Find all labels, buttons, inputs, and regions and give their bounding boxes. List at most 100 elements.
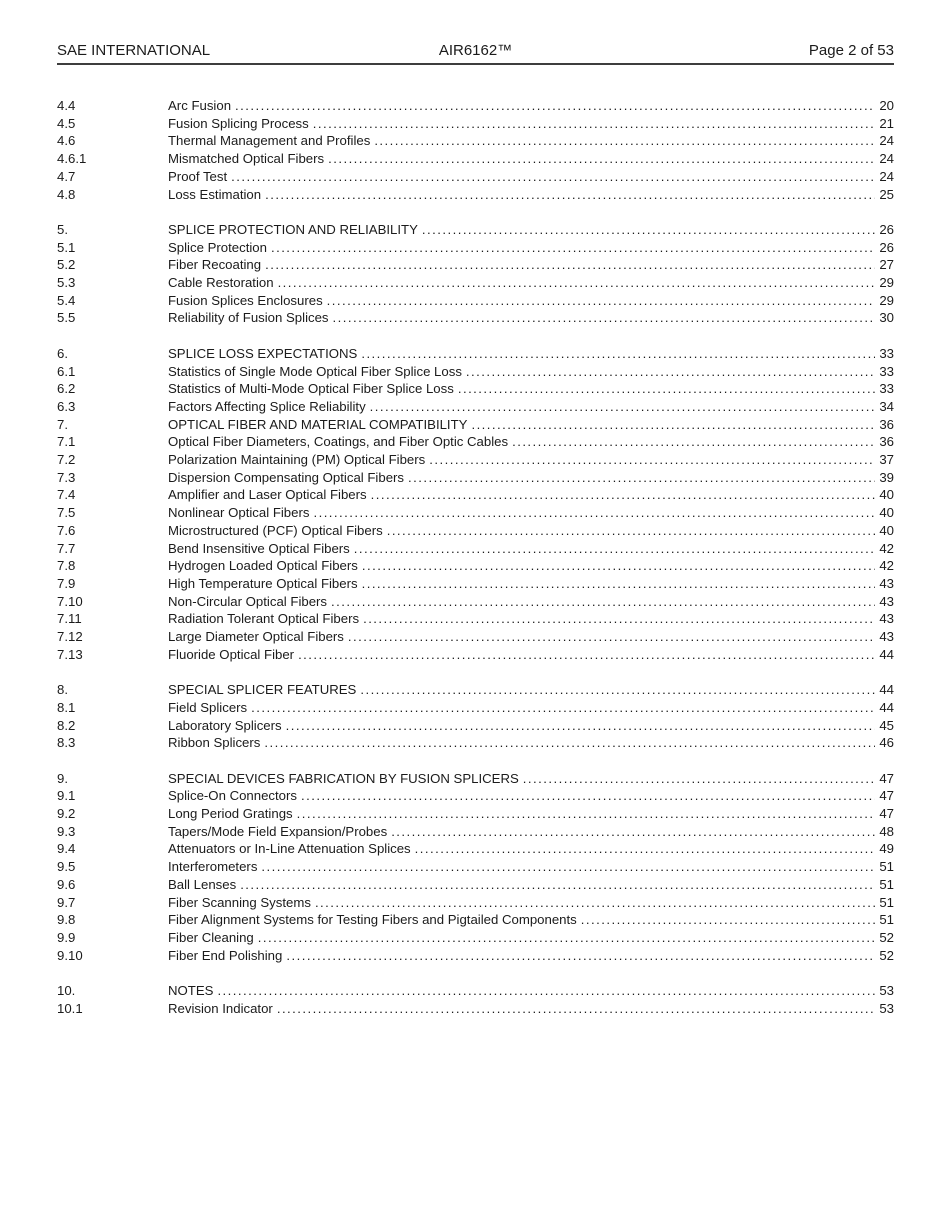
- toc-group: 5.SPLICE PROTECTION AND RELIABILITY265.1…: [57, 221, 894, 327]
- toc-group: 6. SPLICE LOSS EXPECTATIONS 33 6.1 Statistic…: [57, 345, 894, 664]
- toc-entry-page: 45: [879, 717, 894, 733]
- dot-leader: [251, 699, 875, 717]
- toc-entry: 8.3 Ribbon Splicers 46: [57, 734, 894, 752]
- toc-entry-page: 51: [879, 894, 894, 910]
- toc-entry-title: Microstructured (PCF) Optical Fibers: [168, 522, 383, 538]
- toc-entry-title: Arc Fusion: [168, 98, 232, 113]
- toc-entry-number: 6.2: [57, 381, 76, 397]
- toc-entry-page: 46: [879, 735, 894, 751]
- dot-leader: [348, 628, 875, 646]
- toc-entry-title: Fiber Recoating: [168, 257, 262, 273]
- toc-entry-page: 53: [879, 983, 894, 999]
- toc-entry-title: Non-Circular Optical Fibers: [168, 593, 328, 609]
- dot-leader: [374, 132, 875, 150]
- toc-entry-number: 9.4: [57, 841, 76, 857]
- dot-leader: [458, 380, 875, 398]
- toc-entry-number: 4.6.1: [57, 151, 87, 167]
- toc-entry-title: SPLICE PROTECTION AND RELIABILITY: [168, 221, 418, 237]
- toc-entry-title: Attenuators or In-Line Attenuation Splic…: [168, 841, 411, 857]
- toc-entry-page: 25: [879, 186, 894, 202]
- toc-entry-title: SPECIAL DEVICES FABRICATION BY FUSION SP…: [168, 770, 519, 786]
- dot-leader: [362, 557, 875, 575]
- dot-leader: [278, 274, 875, 292]
- toc-entry: 10.1 Revision Indicator 53: [57, 1000, 894, 1018]
- dot-leader: [258, 929, 875, 947]
- toc-entry-title: Fiber Cleaning: [168, 929, 254, 945]
- dot-leader: [313, 115, 875, 133]
- toc-entry-page: 53: [879, 1000, 894, 1016]
- dot-leader: [360, 681, 875, 699]
- toc-entry-number: 5.4: [57, 292, 76, 308]
- toc-entry: 10. NOTES 53: [57, 982, 894, 1000]
- toc-entry-page: 43: [879, 611, 894, 627]
- toc-entry: 6.3 Factors Affecting Splice Reliability 3…: [57, 398, 894, 416]
- toc-group: 9. SPECIAL DEVICES FABRICATION BY FUSION …: [57, 770, 894, 965]
- toc-entry-title: Mismatched Optical Fibers: [168, 151, 325, 167]
- toc-entry-page: 44: [879, 699, 894, 715]
- toc-entry-number: 5.: [57, 221, 68, 237]
- toc-entry-page: 43: [879, 593, 894, 609]
- toc-entry-title: Bend Insensitive Optical Fibers: [168, 540, 350, 556]
- dot-leader: [362, 575, 875, 593]
- dot-leader: [297, 805, 875, 823]
- toc-entry-title: Proof Test: [168, 168, 228, 184]
- dot-leader: [354, 540, 875, 558]
- dot-leader: [415, 840, 875, 858]
- toc-entry-page: 29: [879, 292, 894, 308]
- toc-entry-page: 36: [879, 416, 894, 432]
- toc-entry-page: 47: [879, 806, 894, 822]
- toc-entry-number: 5.2: [57, 257, 76, 273]
- toc-entry-page: 44: [879, 646, 894, 662]
- toc-entry-page: 37: [879, 452, 894, 468]
- dot-leader: [277, 1000, 875, 1018]
- table-of-contents: 4.4 Arc Fusion 20 4.5 Fusion Splicing Proces…: [57, 97, 894, 1017]
- toc-entry-number: 4.5: [57, 115, 76, 131]
- toc-entry-page: 39: [879, 469, 894, 485]
- toc-entry: 4.6 Thermal Management and Profiles 24: [57, 132, 894, 150]
- header-organization: SAE INTERNATIONAL: [57, 42, 211, 59]
- toc-entry-title: Interferometers: [168, 859, 258, 875]
- dot-leader: [264, 734, 875, 752]
- toc-entry: 8.2 Laboratory Splicers 45: [57, 717, 894, 735]
- toc-entry-number: 9.2: [57, 806, 76, 822]
- toc-entry-page: 24: [879, 151, 894, 167]
- toc-entry-title: Statistics of Multi-Mode Optical Fiber S…: [168, 381, 454, 397]
- toc-entry-title: SPLICE LOSS EXPECTATIONS: [168, 345, 358, 361]
- dot-leader: [331, 593, 875, 611]
- toc-entry: 4.7 Proof Test 24: [57, 168, 894, 186]
- toc-entry-title: Field Splicers: [168, 699, 248, 715]
- dot-leader: [581, 911, 875, 929]
- toc-entry: 9.9 Fiber Cleaning 52: [57, 929, 894, 947]
- toc-entry-title: High Temperature Optical Fibers: [168, 575, 358, 591]
- toc-group: 10. NOTES 53 10.1 Revision Indicator 53: [57, 982, 894, 1017]
- toc-entry-title: Fiber Alignment Systems for Testing Fibe…: [168, 912, 577, 928]
- toc-entry: 6. SPLICE LOSS EXPECTATIONS 33: [57, 345, 894, 363]
- toc-entry-number: 5.3: [57, 275, 76, 291]
- dot-leader: [315, 894, 875, 912]
- toc-entry-number: 9.5: [57, 859, 76, 875]
- toc-entry-page: 21: [879, 115, 894, 131]
- toc-entry: 6.2 Statistics of Multi-Mode Optical Fibe…: [57, 380, 894, 398]
- toc-entry: 9. SPECIAL DEVICES FABRICATION BY FUSION …: [57, 770, 894, 788]
- toc-entry-title: Fiber Scanning Systems: [168, 894, 311, 910]
- toc-entry-page: 52: [879, 947, 894, 963]
- toc-entry-page: 42: [879, 558, 894, 574]
- toc-entry-number: 9.9: [57, 929, 76, 945]
- toc-entry: 5.2 Fiber Recoating 27: [57, 256, 894, 274]
- toc-entry-number: 9.3: [57, 823, 76, 839]
- toc-entry-number: 10.: [57, 983, 76, 999]
- toc-entry-title: Ribbon Splicers: [168, 735, 261, 751]
- toc-entry: 6.1 Statistics of Single Mode Optical Fib…: [57, 363, 894, 381]
- toc-entry-page: 42: [879, 540, 894, 556]
- toc-entry-number: 4.8: [57, 186, 76, 202]
- dot-leader: [231, 168, 875, 186]
- toc-entry-number: 4.7: [57, 168, 76, 184]
- toc-entry-title: NOTES: [168, 983, 214, 999]
- toc-entry-page: 26: [879, 239, 894, 255]
- toc-entry-page: 27: [879, 257, 894, 273]
- toc-entry: 9.5 Interferometers 51: [57, 858, 894, 876]
- toc-entry-number: 8.: [57, 682, 68, 698]
- toc-entry-title: Fusion Splicing Process: [168, 115, 309, 131]
- toc-entry-page: 20: [879, 98, 894, 113]
